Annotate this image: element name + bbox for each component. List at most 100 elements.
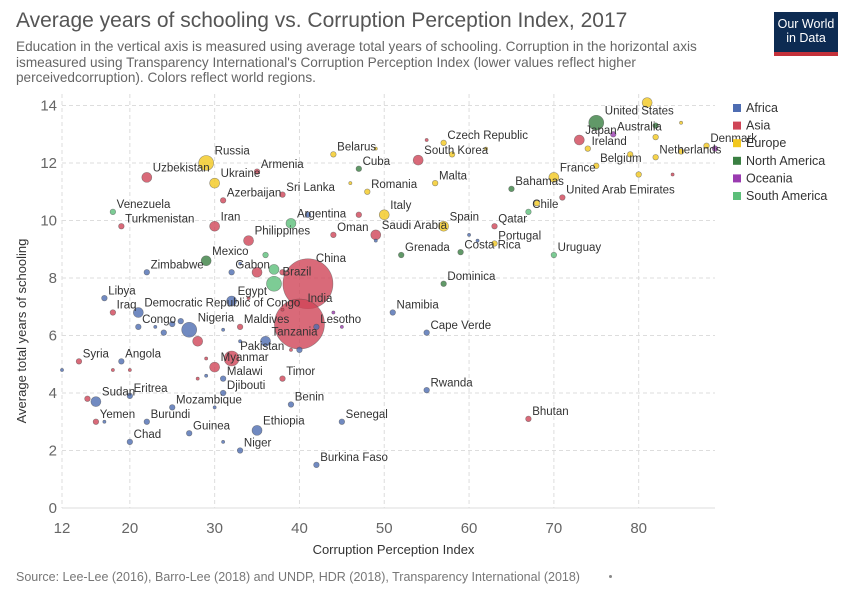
point-costa-rica xyxy=(457,249,464,256)
point-iran xyxy=(209,220,220,232)
point xyxy=(289,347,293,352)
chart-title: Average years of schooling vs. Corruptio… xyxy=(16,9,628,32)
point xyxy=(449,151,456,158)
point-azerbaijan xyxy=(220,197,227,204)
label-india: India xyxy=(307,293,333,305)
point-sudan xyxy=(90,396,102,407)
point-venezuela xyxy=(109,208,116,215)
label-united-arab-emirates: United Arab Emirates xyxy=(566,185,675,197)
point-yemen xyxy=(92,418,100,425)
point xyxy=(373,146,378,151)
point-namibia xyxy=(389,309,396,316)
point-syria xyxy=(75,358,83,365)
point-united-states xyxy=(588,114,605,131)
point xyxy=(652,122,659,129)
label-burundi: Burundi xyxy=(151,409,191,421)
point xyxy=(304,211,312,218)
point-spain xyxy=(438,220,449,232)
point xyxy=(84,395,91,402)
y-tick-label: 12 xyxy=(40,155,57,172)
point-chad xyxy=(126,438,133,445)
point-lesotho xyxy=(313,323,320,330)
y-tick-label: 10 xyxy=(40,213,57,230)
label-argentina: Argentina xyxy=(297,208,347,220)
point-russia xyxy=(198,155,214,171)
label-oman: Oman xyxy=(337,222,368,234)
point xyxy=(279,269,286,276)
point-qatar xyxy=(491,223,498,230)
label-mexico: Mexico xyxy=(212,246,248,258)
point-netherlands xyxy=(652,154,659,161)
label-senegal: Senegal xyxy=(346,409,388,421)
label-burkina-faso: Burkina Faso xyxy=(320,452,388,464)
legend-swatch-icon xyxy=(733,104,741,112)
label-qatar: Qatar xyxy=(498,213,527,225)
point xyxy=(192,335,203,347)
point-brazil xyxy=(266,275,282,292)
label-malawi: Malawi xyxy=(227,366,263,378)
our-world-in-data-logo[interactable]: Our World in Data xyxy=(774,12,838,56)
legend-item-south-america: South America xyxy=(746,189,827,203)
point-malta xyxy=(432,180,439,187)
point-czech-republic xyxy=(440,139,447,146)
y-tick-label: 14 xyxy=(40,98,57,115)
x-tick-label: 80 xyxy=(630,520,647,537)
point-belgium xyxy=(593,162,600,169)
point-rwanda xyxy=(423,387,430,394)
point xyxy=(221,327,226,332)
point xyxy=(339,324,344,329)
y-tick-label: 0 xyxy=(49,500,57,517)
point-cuba xyxy=(355,165,362,172)
point-ukraine xyxy=(209,177,220,189)
legend-item-africa: Africa xyxy=(746,101,778,115)
point xyxy=(204,373,209,378)
logo-line-1: Our World xyxy=(777,17,835,31)
y-tick-label: 4 xyxy=(49,385,57,402)
chart-subtitle: Education in the vertical axis is measur… xyxy=(16,39,697,85)
label-tanzania: Tanzania xyxy=(272,326,319,338)
point-senegal xyxy=(338,418,345,425)
point-niger xyxy=(236,447,244,454)
label-iran: Iran xyxy=(221,211,241,223)
legend-item-north-america: North America xyxy=(746,154,825,168)
point-turkmenistan xyxy=(118,223,125,230)
axis-ticks: 0 2 4 6 8 10 12 14 12 20 30 40 50 60 70 80 xyxy=(40,98,647,538)
point xyxy=(670,172,675,177)
label-egypt: Egypt xyxy=(238,286,268,298)
label-cape-verde: Cape Verde xyxy=(430,320,491,332)
point xyxy=(251,266,263,278)
point-angola xyxy=(118,358,125,365)
label-maldives: Maldives xyxy=(244,314,290,326)
point-pakistan xyxy=(223,350,240,367)
x-tick-label: 30 xyxy=(206,520,223,537)
point-argentina xyxy=(285,218,297,229)
point-chile xyxy=(525,208,532,215)
label-eritrea: Eritrea xyxy=(134,383,168,395)
label-timor: Timor xyxy=(286,366,315,378)
legend-swatch-icon xyxy=(733,156,741,165)
point-dominica xyxy=(440,280,447,287)
label-italy: Italy xyxy=(390,200,411,212)
label-bhutan: Bhutan xyxy=(532,406,568,418)
legend-swatch-icon xyxy=(733,139,741,148)
source-dot-icon xyxy=(609,575,612,578)
label-armenia: Armenia xyxy=(261,159,304,171)
point xyxy=(641,97,653,108)
point-belarus xyxy=(330,151,337,158)
point-zimbabwe xyxy=(143,269,150,276)
label-spain: Spain xyxy=(450,211,479,223)
label-syria: Syria xyxy=(83,349,110,361)
point xyxy=(467,232,471,237)
x-tick-label: 12 xyxy=(54,520,71,537)
y-tick-label: 2 xyxy=(49,443,57,460)
x-tick-label: 70 xyxy=(546,520,563,537)
point-congo xyxy=(135,323,142,330)
point-djibouti xyxy=(220,389,227,397)
label-malta: Malta xyxy=(439,170,468,182)
point-burundi xyxy=(143,418,150,425)
point xyxy=(424,138,429,142)
label-grenada: Grenada xyxy=(405,242,450,254)
point-malawi xyxy=(220,375,227,382)
point xyxy=(238,261,242,266)
point xyxy=(475,238,480,243)
